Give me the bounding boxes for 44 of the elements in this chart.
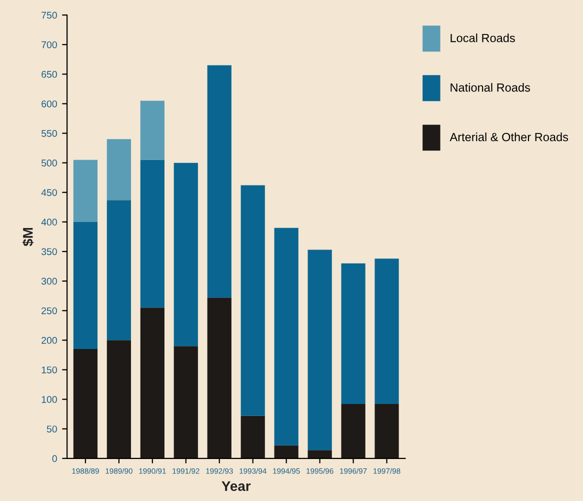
- y-tick-label: 100: [42, 396, 57, 403]
- y-tick-label: 250: [42, 307, 57, 314]
- bar: [106, 340, 131, 458]
- legend-label: Arterial & Other Roads: [450, 132, 568, 142]
- bar: [240, 185, 265, 416]
- y-axis-title: $M: [22, 228, 34, 246]
- y-tick-label: 50: [46, 426, 57, 432]
- bar: [207, 65, 232, 298]
- bar: [274, 445, 298, 458]
- bar: [106, 139, 131, 200]
- legend-label: National Roads: [450, 83, 530, 92]
- y-tick-label: 300: [41, 278, 57, 285]
- y-tick-label: 400: [41, 218, 57, 226]
- x-axis-title: Year: [222, 481, 251, 492]
- bar: [106, 200, 131, 340]
- bar: [274, 228, 298, 446]
- bar: [308, 250, 332, 450]
- y-tick-label: 150: [42, 366, 57, 374]
- y-tick-label: 500: [41, 160, 57, 166]
- y-tick-label: 200: [42, 336, 57, 344]
- legend-label: Local Roads: [450, 34, 515, 42]
- bar: [73, 349, 98, 458]
- y-tick-label: 450: [41, 189, 57, 196]
- bar: [174, 346, 198, 458]
- y-tick-label: 650: [42, 70, 57, 78]
- y-tick-label: 700: [42, 41, 57, 48]
- y-tick-label: 750: [42, 12, 57, 19]
- y-tick-label: 350: [41, 248, 57, 256]
- bar: [341, 263, 366, 404]
- bar: [140, 100, 164, 160]
- bar: [341, 404, 366, 458]
- bar: [140, 160, 164, 308]
- bar: [308, 450, 332, 458]
- bar: [374, 404, 399, 458]
- bar: [207, 298, 232, 458]
- bar: [174, 162, 198, 346]
- bar: [73, 222, 98, 350]
- bar: [374, 258, 399, 404]
- y-tick-label: 550: [41, 130, 57, 137]
- bar: [73, 160, 98, 222]
- bar: [140, 308, 164, 458]
- y-tick-label: 0: [52, 455, 57, 462]
- y-tick-label: 600: [42, 100, 57, 108]
- bar: [240, 416, 265, 458]
